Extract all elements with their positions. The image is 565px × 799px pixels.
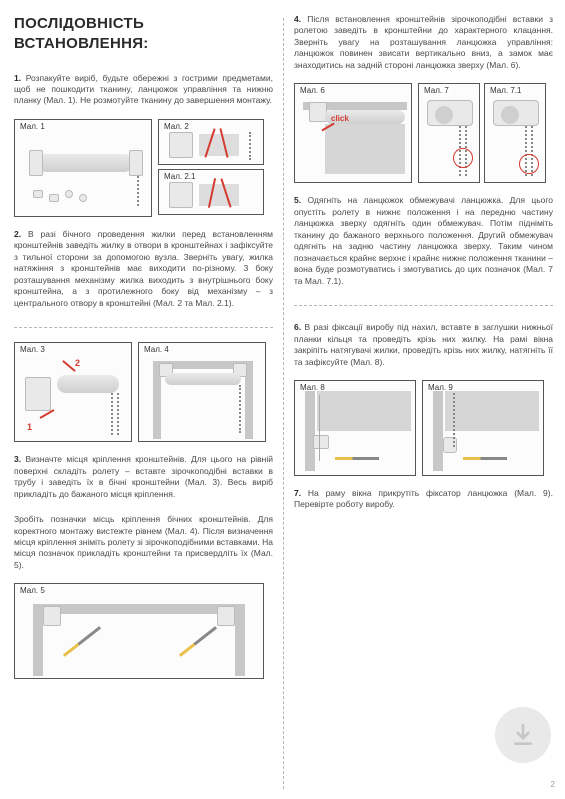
fig1-caption: Мал. 1	[19, 122, 46, 133]
page-title: ПОСЛІДОВНІСТЬ ВСТАНОВЛЕННЯ:	[14, 14, 273, 55]
step-2: 2. В разі бічного проведення жилки перед…	[14, 229, 273, 309]
step-3a-text: Визначте місця кріплення кронштейнів. Дл…	[14, 454, 273, 498]
figure-1: Мал. 1	[14, 119, 152, 217]
fig5-caption: Мал. 5	[19, 586, 46, 597]
step-2-text: В разі бічного проведення жилки перед вс…	[14, 229, 273, 308]
step-1-text: Розпакуйте виріб, будьте обережні з гост…	[14, 73, 273, 106]
step-3b-text: Зробіть позначки місць кріплення бічних …	[14, 514, 273, 570]
fig3-red-1: 1	[27, 421, 32, 433]
hsep-left	[14, 327, 273, 328]
step-7-text: На раму вікна прикрутіть фіксатор ланцюж…	[294, 488, 553, 509]
figure-7-1: Мал. 7.1	[484, 83, 546, 183]
hsep-right	[294, 305, 553, 306]
figure-4: Мал. 4	[138, 342, 266, 442]
step-7: 7. На раму вікна прикрутіть фіксатор лан…	[294, 488, 553, 511]
step-5-num: 5.	[294, 195, 301, 205]
figrow-1: Мал. 1 Мал. 2	[14, 119, 273, 217]
step-6: 6. В разі фіксації виробу під нахил, вст…	[294, 322, 553, 368]
figure-2: Мал. 2	[158, 119, 264, 165]
step-1-num: 1.	[14, 73, 21, 83]
fig7-caption: Мал. 7	[423, 86, 450, 97]
fig3-red-2: 2	[75, 357, 80, 369]
step-3b: Зробіть позначки місць кріплення бічних …	[14, 514, 273, 571]
step-3a: 3. Визначте місця кріплення кронштейнів.…	[14, 454, 273, 500]
figrow-4: Мал. 6 click Мал. 7 Мал. 7.1	[294, 83, 553, 183]
step-5: 5. Одягніть на ланцюжок обмежувачі ланцю…	[294, 195, 553, 287]
figure-3: Мал. 3 1 2	[14, 342, 132, 442]
step-6-num: 6.	[294, 322, 301, 332]
step-4: 4. Після встановлення кронштейнів зірочк…	[294, 14, 553, 71]
step-2-num: 2.	[14, 229, 21, 239]
fig3-caption: Мал. 3	[19, 345, 46, 356]
page-number: 2	[551, 780, 555, 791]
left-column: ПОСЛІДОВНІСТЬ ВСТАНОВЛЕННЯ: 1. Розпакуйт…	[14, 14, 283, 789]
page: ПОСЛІДОВНІСТЬ ВСТАНОВЛЕННЯ: 1. Розпакуйт…	[0, 0, 565, 799]
figrow-2: Мал. 3 1 2 Мал. 4	[14, 342, 273, 442]
figrow-5: Мал. 8 Мал. 9	[294, 380, 553, 476]
download-arrow-icon	[510, 722, 536, 748]
figure-5: Мал. 5	[14, 583, 264, 679]
figure-2-1: Мал. 2.1	[158, 169, 264, 215]
fig71-caption: Мал. 7.1	[489, 86, 522, 97]
figure-8: Мал. 8	[294, 380, 416, 476]
right-column: 4. Після встановлення кронштейнів зірочк…	[284, 14, 553, 789]
step-4-num: 4.	[294, 14, 301, 24]
figure-9: Мал. 9	[422, 380, 544, 476]
step-5-text: Одягніть на ланцюжок обмежувачі ланцюжка…	[294, 195, 553, 285]
fig7-group: Мал. 7 Мал. 7.1	[418, 83, 546, 183]
step-3-num: 3.	[14, 454, 21, 464]
step-1: 1. Розпакуйте виріб, будьте обережні з г…	[14, 73, 273, 107]
watermark-icon	[495, 707, 551, 763]
fig6-caption: Мал. 6	[299, 86, 326, 97]
step-6-text: В разі фіксації виробу під нахил, вставт…	[294, 322, 553, 366]
figrow-3: Мал. 5	[14, 583, 273, 679]
figure-6: Мал. 6 click	[294, 83, 412, 183]
step-7-num: 7.	[294, 488, 301, 498]
fig2-stack: Мал. 2 Мал. 2.1	[158, 119, 264, 217]
fig4-caption: Мал. 4	[143, 345, 170, 356]
figure-7: Мал. 7	[418, 83, 480, 183]
step-4-text: Після встановлення кронштейнів зірочкопо…	[294, 14, 553, 70]
